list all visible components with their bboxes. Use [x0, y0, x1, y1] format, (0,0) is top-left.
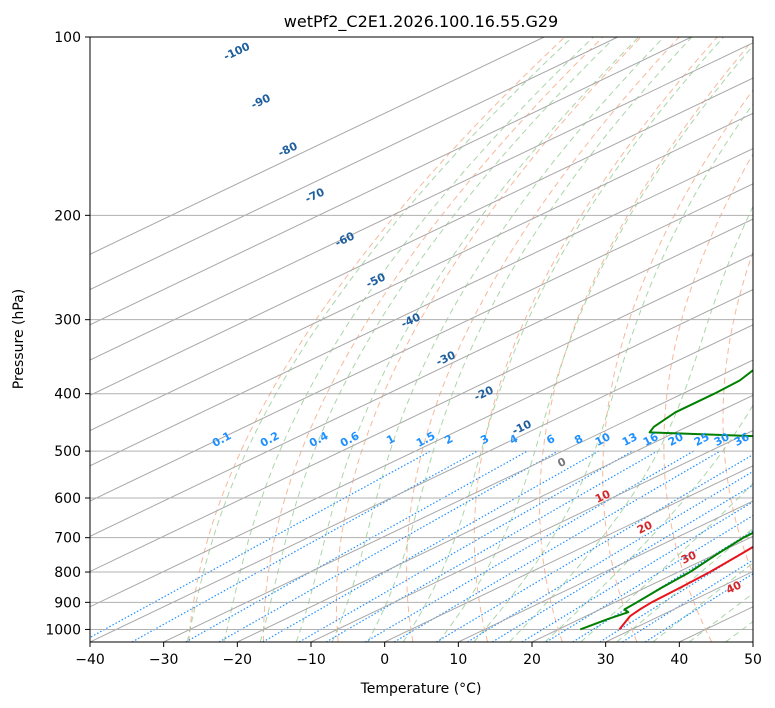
- isotherm-line: [90, 37, 692, 326]
- mixing-ratio-line: [218, 450, 559, 642]
- moist-adiabat-line: [473, 103, 753, 642]
- mixing-ratio-label: 25: [692, 430, 712, 449]
- x-axis-ticks: −40 −30 −20 −10 0 10 20 30 40 50: [75, 642, 762, 668]
- mixing-ratio-line: [436, 453, 753, 642]
- mixing-ratio-line: [325, 450, 658, 642]
- mixing-ratio-label: 13: [620, 430, 640, 449]
- isotherm-label: 20: [635, 518, 655, 536]
- y-tick-label: 1000: [45, 622, 81, 638]
- x-axis-title: Temperature (°C): [360, 681, 482, 697]
- moist-adiabat-line: [331, 37, 665, 642]
- dry-adiabat-line: [335, 37, 642, 642]
- y-axis-ticks: 1000 900 800 700 600 500 400 300 200 100: [45, 30, 90, 638]
- x-tick-label: 30: [597, 652, 615, 668]
- y-tick-label: 700: [54, 531, 81, 547]
- x-tick-label: −10: [296, 652, 326, 668]
- isotherm-line: [310, 429, 753, 642]
- sounding-profiles: [579, 368, 753, 631]
- x-tick-label: 20: [523, 652, 541, 668]
- dry-adiabat-line: [602, 89, 753, 642]
- y-tick-label: 500: [54, 444, 81, 460]
- y-tick-label: 200: [54, 208, 81, 224]
- x-tick-label: −30: [149, 652, 179, 668]
- isotherm-line: [90, 324, 753, 642]
- dewpoint-profile-line: [579, 368, 753, 631]
- mixing-ratio-line: [90, 450, 431, 639]
- isotherm-line: [90, 37, 618, 291]
- isotherm-line: [531, 535, 753, 642]
- isotherm-label: 40: [724, 578, 744, 596]
- dry-adiabat-line: [406, 37, 680, 642]
- mixing-ratio-label: 16: [641, 430, 661, 449]
- moist-adiabat-line: [367, 37, 693, 642]
- isotherm-line: [90, 183, 753, 502]
- plot-frame: [89, 36, 754, 643]
- mixing-ratio-label: 30: [712, 430, 732, 449]
- mixing-ratio-line: [364, 450, 694, 642]
- moist-adiabat-line: [259, 37, 616, 642]
- x-tick-label: 40: [670, 652, 688, 668]
- isotherm-line: [90, 288, 753, 608]
- dry-adiabat-line: [263, 37, 604, 642]
- pressure-gridlines: [90, 37, 753, 630]
- y-tick-label: 300: [54, 313, 81, 329]
- y-tick-label: 800: [54, 565, 81, 581]
- dry-adiabat-line: [473, 37, 718, 642]
- mixing-ratio-line: [185, 450, 528, 642]
- y-axis-title: Pressure (hPa): [11, 289, 27, 389]
- temperature-profile-line: [618, 545, 753, 631]
- x-tick-label: 0: [380, 652, 389, 668]
- moist-adiabat-line: [438, 44, 753, 642]
- mixing-ratio-label: 20: [666, 430, 686, 449]
- isotherm-line: [90, 218, 753, 537]
- y-tick-label: 900: [54, 595, 81, 611]
- moist-adiabat-line: [580, 482, 753, 642]
- x-tick-label: 50: [744, 652, 762, 668]
- isotherm-label: 30: [679, 548, 699, 566]
- background-lines: [90, 37, 753, 642]
- isotherm-line: [237, 394, 753, 642]
- dry-adiabat-line: [539, 39, 753, 642]
- isotherm-line: [163, 359, 753, 642]
- isotherm-line: [384, 465, 753, 642]
- chart-title: wetPf2_C2E1.2026.100.16.55.G29: [284, 12, 558, 32]
- x-tick-label: 10: [449, 652, 467, 668]
- isotherm-line: [458, 500, 753, 642]
- moist-adiabat-line: [509, 205, 753, 642]
- x-tick-label: −40: [75, 652, 105, 668]
- dry-adiabat-line: [722, 250, 753, 576]
- dry-adiabat-line: [188, 37, 566, 642]
- moist-adiabat-line: [186, 37, 573, 642]
- mixing-ratio-label: 10: [593, 430, 613, 449]
- isotherm-line: [90, 112, 753, 432]
- isotherm-line: [90, 253, 753, 573]
- dry-adiabat-line: [663, 153, 753, 642]
- x-tick-label: −20: [223, 652, 253, 668]
- isotherm-line: [90, 42, 753, 361]
- y-tick-label: 100: [54, 30, 81, 46]
- mixing-ratio-label: 36: [732, 430, 752, 449]
- isotherm-line: [90, 147, 753, 467]
- isotherm-label: 10: [593, 487, 613, 505]
- y-tick-label: 400: [54, 387, 81, 403]
- moist-adiabat-line: [544, 404, 753, 642]
- isotherm-line: [90, 77, 753, 396]
- isotherm-line: [90, 37, 545, 255]
- y-tick-label: 600: [54, 491, 81, 507]
